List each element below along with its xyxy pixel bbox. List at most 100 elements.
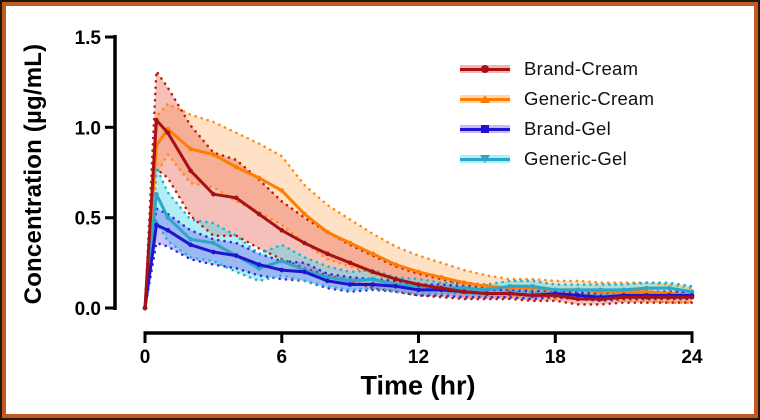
marker-brand-cream <box>233 195 239 201</box>
legend-label: Generic-Cream <box>524 88 655 109</box>
marker-brand-cream <box>154 117 159 123</box>
marker-brand-cream <box>689 294 695 300</box>
band-generic-gel <box>145 167 692 308</box>
marker-brand-cream <box>644 294 649 300</box>
y-axis-title: Concentration (µg/mL) <box>20 43 47 305</box>
marker-brand-gel <box>370 282 376 287</box>
marker-brand-gel <box>256 262 262 267</box>
legend: Brand-Cream Generic-Cream Brand-Gel Generic… <box>460 54 654 174</box>
marker-brand-cream <box>325 251 330 257</box>
marker-brand-cream <box>530 293 535 298</box>
legend-label: Generic-Gel <box>524 148 628 169</box>
legend-swatch-triangle-down-icon <box>460 152 510 166</box>
marker-brand-cream <box>211 191 216 197</box>
marker-brand-gel <box>188 242 193 248</box>
marker-generic-gel <box>530 284 535 289</box>
legend-label: Brand-Cream <box>524 58 639 79</box>
legend-label: Brand-Gel <box>524 118 612 139</box>
legend-item-generic-cream: Generic-Cream <box>460 84 654 114</box>
marker-generic-gel <box>575 287 581 293</box>
marker-generic-gel <box>666 285 672 291</box>
marker-generic-gel <box>188 237 193 242</box>
upper-dotted-edge-generic-gel <box>143 166 694 310</box>
marker-generic-gel <box>689 289 695 295</box>
marker-brand-cream <box>302 240 307 246</box>
y-tick-label: 0.5 <box>75 209 102 230</box>
marker-brand-gel <box>393 284 399 289</box>
legend-item-brand-gel: Brand-Gel <box>460 114 654 144</box>
marker-brand-cream <box>621 294 626 300</box>
marker-generic-gel <box>621 287 626 293</box>
marker-generic-gel <box>211 240 216 246</box>
lower-dotted-edge-brand-cream <box>143 166 694 310</box>
marker-brand-gel <box>325 278 330 284</box>
marker-brand-cream <box>393 276 399 282</box>
marker-generic-cream <box>393 262 399 267</box>
marker-generic-cream <box>188 146 193 152</box>
marker-brand-cream <box>188 168 193 173</box>
marker-generic-cream <box>325 229 330 235</box>
legend-swatch-triangle-up-icon <box>460 92 510 106</box>
marker-brand-cream <box>279 228 285 233</box>
marker-generic-gel <box>644 285 649 291</box>
marker-generic-cream <box>370 251 376 257</box>
marker-brand-gel <box>416 287 421 293</box>
marker-brand-gel <box>211 249 216 255</box>
legend-swatch-circle-icon <box>460 62 510 76</box>
marker-brand-cream <box>439 285 444 291</box>
marker-generic-gel <box>325 275 330 280</box>
marker-generic-gel <box>165 215 171 220</box>
marker-generic-cream <box>644 289 649 295</box>
marker-generic-gel <box>553 287 558 293</box>
line-generic-gel <box>143 192 693 309</box>
y-tick-label: 1.5 <box>75 28 102 49</box>
y-tick-label: 1.0 <box>75 118 101 139</box>
marker-brand-cream <box>256 211 262 217</box>
band-brand-cream <box>145 71 692 308</box>
marker-generic-cream <box>439 275 444 280</box>
marker-brand-cream <box>142 305 148 311</box>
marker-brand-gel <box>302 269 307 275</box>
legend-item-generic-gel: Generic-Gel <box>460 144 654 174</box>
marker-brand-cream <box>553 293 558 298</box>
upper-dotted-edge-brand-cream <box>143 67 694 310</box>
x-tick-label: 0 <box>140 347 151 368</box>
line-brand-cream <box>143 118 692 309</box>
x-tick-label: 12 <box>408 347 429 368</box>
legend-swatch-square-icon <box>460 122 510 136</box>
marker-brand-gel <box>279 267 285 273</box>
marker-brand-gel <box>165 228 171 233</box>
marker-brand-cream <box>370 269 376 275</box>
marker-generic-cream <box>347 240 353 246</box>
marker-brand-gel <box>575 293 581 298</box>
x-tick-label: 18 <box>545 347 566 368</box>
marker-brand-cream <box>666 294 672 300</box>
marker-brand-gel <box>347 282 353 287</box>
marker-generic-cream <box>279 188 285 193</box>
marker-generic-gel <box>154 191 159 197</box>
marker-generic-cream <box>211 152 216 157</box>
marker-brand-gel <box>154 222 159 228</box>
marker-brand-cream <box>416 282 421 287</box>
marker-generic-gel <box>347 278 353 284</box>
x-tick-label: 6 <box>277 347 288 368</box>
marker-generic-gel <box>461 285 467 291</box>
lower-dotted-edge-brand-gel <box>143 241 694 310</box>
marker-generic-cream <box>256 175 262 181</box>
marker-generic-gel <box>279 258 285 264</box>
y-tick-label: 0.0 <box>75 299 101 320</box>
marker-brand-cream <box>575 296 581 302</box>
lower-dotted-edge-generic-cream <box>143 152 694 310</box>
marker-generic-cream <box>461 280 467 286</box>
marker-generic-cream <box>302 211 307 217</box>
legend-item-brand-cream: Brand-Cream <box>460 54 654 84</box>
marker-generic-gel <box>256 266 262 271</box>
marker-generic-gel <box>370 276 376 282</box>
marker-generic-cream <box>233 164 239 170</box>
x-axis-title: Time (hr) <box>360 370 476 401</box>
marker-brand-cream <box>484 291 490 296</box>
x-tick-label: 24 <box>681 347 703 368</box>
marker-brand-cream <box>347 260 353 266</box>
